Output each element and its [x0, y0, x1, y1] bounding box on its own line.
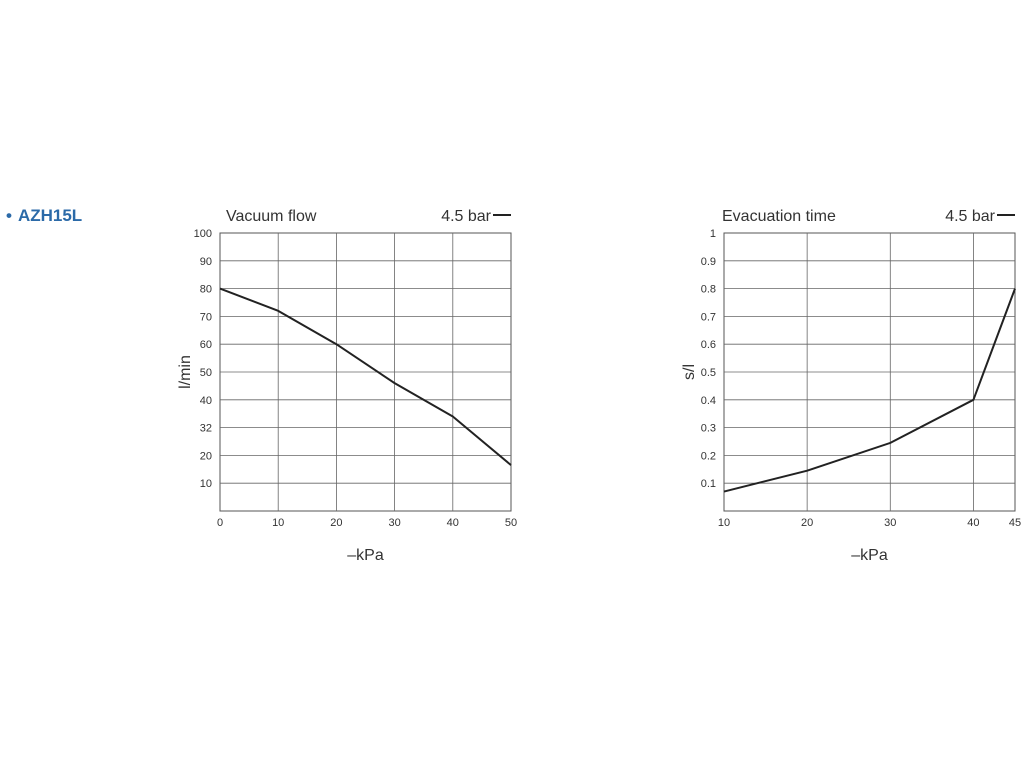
evac-x-axis-label: –kPa — [851, 547, 888, 564]
evac-x-tick-label: 45 — [1009, 517, 1021, 529]
flow-y-axis-label: l/min — [177, 355, 194, 389]
product-name: AZH15L — [17, 206, 83, 225]
evac-y-tick-label: 0.3 — [701, 423, 716, 435]
evac-title: Evacuation time — [722, 208, 836, 225]
flow-y-tick-label: 40 — [200, 395, 212, 407]
evac-y-tick-label: 0.5 — [701, 367, 716, 379]
flow-y-tick-label: 32 — [200, 423, 212, 435]
flow-x-tick-label: 50 — [505, 517, 517, 529]
evac-x-tick-label: 30 — [884, 517, 896, 529]
flow-y-tick-label: 70 — [200, 311, 212, 323]
evac-y-tick-label: 0.6 — [701, 339, 716, 351]
evac-x-tick-label: 20 — [801, 517, 813, 529]
product-heading: • AZH15L — [6, 206, 82, 226]
evac-y-tick-label: 0.8 — [701, 284, 716, 296]
evac-legend-label: 4.5 bar — [945, 208, 995, 225]
flow-x-tick-label: 20 — [330, 517, 342, 529]
flow-y-tick-label: 60 — [200, 339, 212, 351]
flow-x-tick-label: 0 — [217, 517, 223, 529]
flow-x-tick-label: 30 — [388, 517, 400, 529]
evac-x-tick-label: 40 — [967, 517, 979, 529]
evac-y-tick-label: 0.2 — [701, 450, 716, 462]
flow-x-tick-label: 40 — [447, 517, 459, 529]
flow-y-tick-label: 100 — [194, 228, 212, 240]
flow-y-tick-label: 50 — [200, 367, 212, 379]
flow-series-line — [219, 287, 512, 466]
flow-legend-label: 4.5 bar — [441, 208, 491, 225]
flow-x-axis-label: –kPa — [347, 547, 384, 564]
evac-y-tick-label: 0.1 — [701, 478, 716, 490]
evac-y-tick-label: 0.7 — [701, 311, 716, 323]
evac-y-tick-label: 0.9 — [701, 256, 716, 268]
flow-y-tick-label: 90 — [200, 256, 212, 268]
evac-x-tick-label: 10 — [718, 517, 730, 529]
flow-y-tick-label: 10 — [200, 478, 212, 490]
evac-y-tick-label: 1 — [710, 228, 716, 240]
heading-bullet: • — [6, 206, 12, 225]
flow-title: Vacuum flow — [226, 208, 317, 225]
evac-y-axis-label: s/l — [681, 364, 698, 380]
flow-x-tick-label: 10 — [272, 517, 284, 529]
flow-y-tick-label: 80 — [200, 284, 212, 296]
flow-y-tick-label: 20 — [200, 450, 212, 462]
evac-y-tick-label: 0.4 — [701, 395, 716, 407]
evac-series-line — [723, 288, 1016, 493]
